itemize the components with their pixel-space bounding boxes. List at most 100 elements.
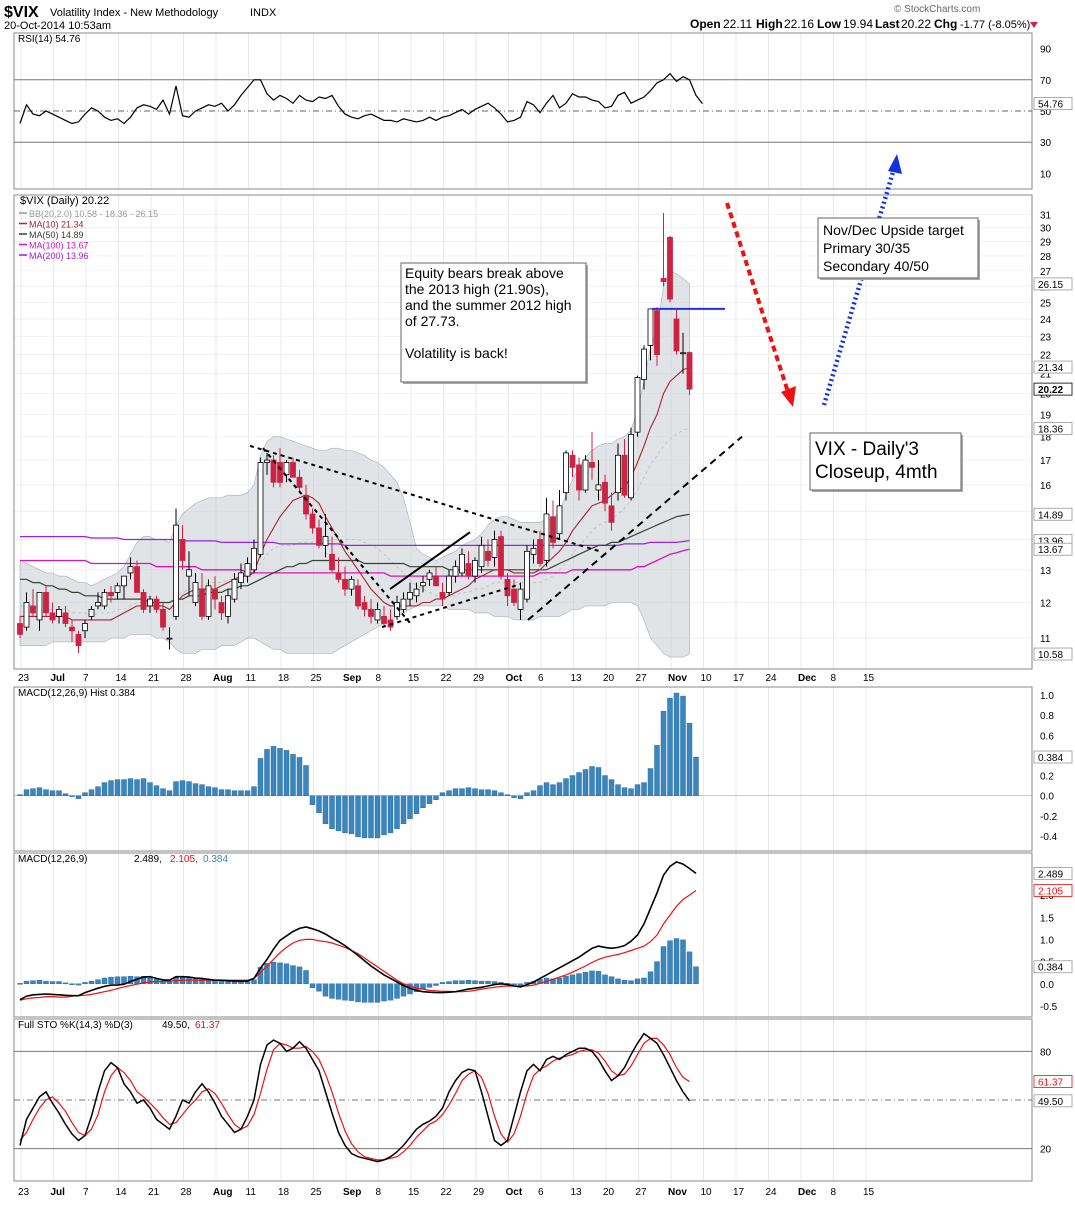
annotation-equity-bears-line: and the summer 2012 high [405, 297, 572, 313]
hist-bar [160, 788, 166, 796]
hist-bar [23, 789, 30, 796]
high-value: 22.16 [784, 17, 814, 31]
hist-bar [647, 768, 654, 796]
candle-body [472, 560, 478, 577]
hist-bar [121, 779, 127, 796]
macd-hist-bar [654, 961, 660, 984]
hist-last-tag-box [1033, 750, 1073, 764]
candle-body [147, 598, 153, 607]
candle-body [361, 602, 368, 610]
macd-hist-bar [374, 983, 381, 1003]
sto-x-axis-tick: 14 [116, 1187, 128, 1198]
rsi-axis-tick: 50 [1040, 107, 1052, 118]
candle-body [290, 462, 296, 478]
candle-body [433, 575, 439, 587]
candle-body [127, 566, 134, 574]
hist-bar [595, 767, 602, 796]
price-x-axis-tick: Sep [343, 673, 361, 684]
hist-bar [641, 782, 647, 796]
price-tag: 21.34 [1038, 363, 1063, 374]
open-label: Open [690, 17, 721, 31]
price-x-axis-tick: 15 [408, 673, 420, 684]
low-label: Low [817, 17, 842, 31]
price-x-axis-tick: 15 [863, 673, 875, 684]
macd-hist-bar [491, 981, 498, 984]
sto-d-tag-box [1033, 1075, 1073, 1088]
candle-body [121, 575, 127, 587]
price-tag: 13.96 [1038, 537, 1063, 548]
hist-bar [69, 795, 75, 797]
macd-legend-signal: 2.105, [170, 854, 198, 865]
hist-bar [667, 697, 673, 796]
macd-hist-bar [101, 977, 108, 984]
candle-body [134, 566, 140, 593]
high-label: High [756, 17, 783, 31]
hist-bar [322, 795, 329, 825]
macd-legend-hist: 0.384 [203, 854, 228, 865]
ma100-line [20, 548, 690, 577]
candle-body [569, 454, 576, 468]
macd-hist-tag: 0.384 [1038, 963, 1063, 974]
annotation-equity-bears-line: of 27.73. [405, 313, 460, 329]
hist-bar [608, 779, 615, 796]
sto-x-axis-tick: 21 [148, 1187, 160, 1198]
hist-bar [257, 758, 264, 796]
hist-frame [13, 686, 1033, 852]
hist-bar [433, 795, 439, 800]
chg-value: -1.77 (-8.05%) [960, 19, 1030, 31]
hist-bar [478, 789, 485, 796]
header-datetime: 20-Oct-2014 10:53am [4, 20, 111, 32]
macd-hist-bar [23, 980, 30, 984]
hist-bar [543, 782, 550, 796]
rsi-axis-tick: 10 [1040, 169, 1052, 180]
sto-x-axis-tick: Dec [798, 1187, 817, 1198]
macd-hist-bar [36, 980, 43, 984]
macd-signal-tag-box [1033, 884, 1073, 897]
sto-x-axis-tick: 18 [278, 1187, 290, 1198]
candle-body [537, 539, 543, 564]
trendline-lower [381, 583, 521, 629]
candle-body [556, 505, 563, 535]
price-tag-box [1033, 360, 1073, 374]
macd-hist-bar [686, 951, 693, 984]
candle-body [686, 352, 693, 390]
price-tag-box [1033, 422, 1073, 435]
candle-body [238, 572, 244, 583]
hist-axis-tick: 0.6 [1040, 731, 1054, 742]
candle-body [95, 602, 101, 607]
hist-bar [36, 787, 43, 796]
candle-body [660, 278, 667, 282]
macd-hist-bar [82, 982, 88, 984]
trendline-rising-support [527, 435, 743, 621]
hist-last-tag: 0.384 [1038, 753, 1063, 764]
macd-hist-bar [88, 980, 95, 984]
macd-hist-bar [108, 976, 114, 984]
price-x-axis-tick: 11 [246, 673, 257, 684]
candle-body [524, 550, 530, 600]
macd-hist-bar [634, 978, 641, 984]
sto-x-axis-tick: 24 [766, 1187, 778, 1198]
candle-body [140, 592, 147, 610]
macd-hist-bar [192, 978, 199, 984]
macd-hist-bar [270, 961, 277, 984]
price-x-axis-tick: 8 [831, 673, 837, 684]
hist-bar [88, 789, 95, 796]
sto-x-axis-tick: 15 [863, 1187, 875, 1198]
hist-bar [420, 795, 426, 808]
macd-last-tag-box [1033, 867, 1073, 880]
price-axis-tick: 21 [1040, 370, 1052, 381]
hist-axis-tick: 0.2 [1040, 772, 1054, 783]
hist-bar [348, 795, 355, 835]
macd-hist-bar [160, 980, 166, 984]
blue-arrow-shaft [821, 171, 896, 406]
macd-hist-bar [641, 977, 647, 984]
hist-bar [270, 746, 277, 796]
macd-hist-bar [556, 977, 563, 984]
macd-hist-bar [62, 982, 69, 985]
price-tag: 18.36 [1038, 425, 1063, 436]
hist-bar [329, 795, 335, 830]
hist-bar [407, 795, 413, 820]
hist-bar [400, 795, 407, 825]
sto-k-tag-box [1033, 1094, 1073, 1108]
